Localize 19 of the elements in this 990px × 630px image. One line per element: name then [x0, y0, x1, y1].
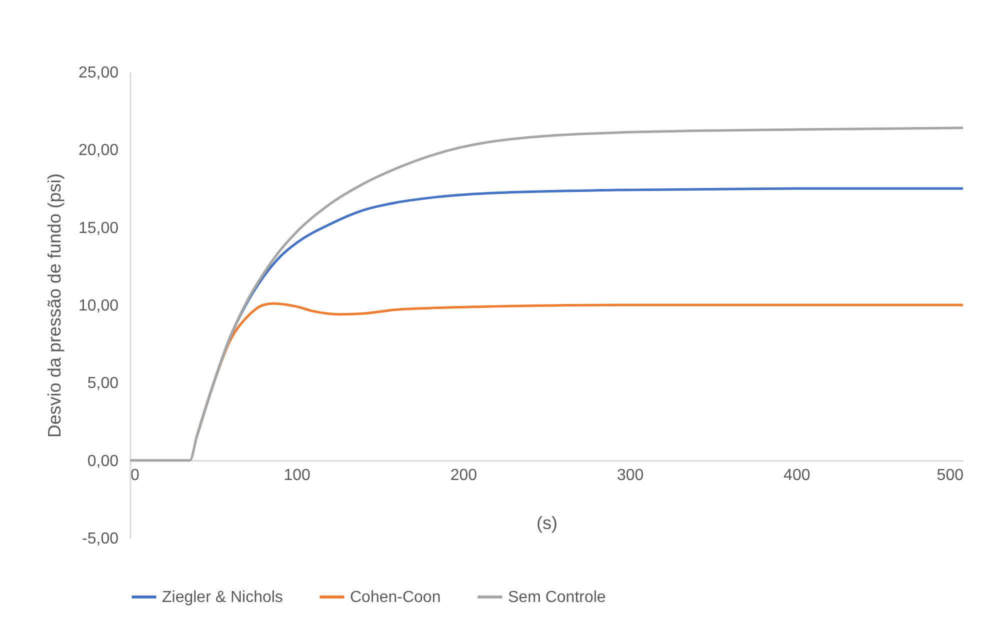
x-tick-label: 100 — [284, 466, 311, 484]
y-tick-label: 15,00 — [78, 220, 119, 237]
legend-label: Ziegler & Nichols — [162, 589, 283, 606]
y-axis-title: Desvio da pressão de fundo (psi) — [44, 173, 64, 438]
y-tick-label: 20,00 — [78, 142, 119, 160]
x-axis-title: (s) — [536, 512, 558, 533]
x-tick-label: 400 — [784, 466, 810, 484]
x-tick-label: 0 — [130, 466, 140, 484]
line-series — [130, 126, 963, 462]
y-tick-label: 25,00 — [78, 64, 119, 82]
x-tick-label: 300 — [616, 466, 644, 484]
x-tick-label: 500 — [936, 466, 964, 484]
x-tick-label: 200 — [450, 466, 478, 484]
y-tick-label: 5,00 — [87, 375, 119, 392]
y-tick-label: -5,00 — [82, 530, 119, 548]
legend-label: Cohen-Coon — [350, 589, 441, 606]
y-tick-label: 10,00 — [78, 298, 119, 314]
y-tick-label: 0,00 — [87, 452, 119, 470]
legend-label: Sem Controle — [508, 589, 606, 606]
